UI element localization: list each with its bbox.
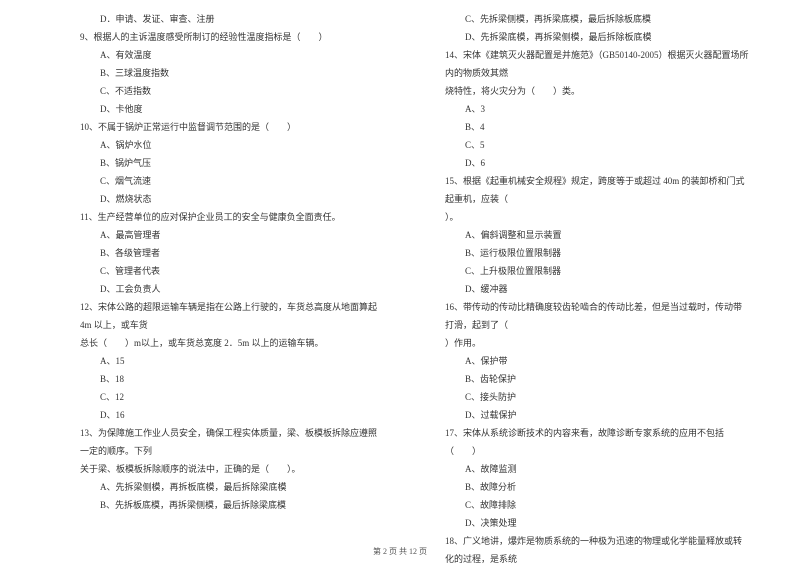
- q9-option-c: C、不适指数: [80, 82, 385, 100]
- q15-option-b: B、运行极限位置限制器: [445, 244, 750, 262]
- q8-option-d: D．申请、发证、审查、注册: [80, 10, 385, 28]
- q16-option-c: C、接头防护: [445, 388, 750, 406]
- q15-option-d: D、缓冲器: [445, 280, 750, 298]
- page-footer: 第 2 页 共 12 页: [0, 546, 800, 557]
- q12-text: 12、宋体公路的超限运输车辆是指在公路上行驶的，车货总高度从地面算起 4m 以上…: [80, 298, 385, 334]
- q12-option-a: A、15: [80, 352, 385, 370]
- q15-text: 15、根据《起重机械安全规程》规定，跨度等于或超过 40m 的装卸桥和门式起重机…: [445, 172, 750, 208]
- q13-option-b: B、先拆板底模，再拆梁侧模，最后拆除梁底模: [80, 496, 385, 514]
- q12-option-c: C、12: [80, 388, 385, 406]
- q11-option-a: A、最高管理者: [80, 226, 385, 244]
- q13-text: 13、为保障施工作业人员安全，确保工程实体质量，梁、板模板拆除应遵照一定的顺序。…: [80, 424, 385, 460]
- q13-option-c: C、先拆梁侧模，再拆梁底模，最后拆除板底模: [445, 10, 750, 28]
- q16-text: 16、带传动的传动比精确度较齿轮啮合的传动比差，但是当过载时，传动带打滑，起到了…: [445, 298, 750, 334]
- q15-option-a: A、偏斜调整和显示装置: [445, 226, 750, 244]
- q16-option-b: B、齿轮保护: [445, 370, 750, 388]
- q16-option-d: D、过载保护: [445, 406, 750, 424]
- q11-option-b: B、各级管理者: [80, 244, 385, 262]
- q9-option-a: A、有效温度: [80, 46, 385, 64]
- q12-option-b: B、18: [80, 370, 385, 388]
- q11-option-d: D、工会负责人: [80, 280, 385, 298]
- q14-option-a: A、3: [445, 100, 750, 118]
- q10-text: 10、不属于锅炉正常运行中监督调节范围的是（ ）: [80, 118, 385, 136]
- q15-option-c: C、上升极限位置限制器: [445, 262, 750, 280]
- q14-text-cont: 烧特性，将火灾分为（ ）类。: [445, 82, 750, 100]
- q17-option-a: A、故障监测: [445, 460, 750, 478]
- left-column: D．申请、发证、审查、注册 9、根据人的主诉温度感受所制订的经验性温度指标是（ …: [80, 10, 385, 535]
- q17-option-d: D、决策处理: [445, 514, 750, 532]
- q14-option-d: D、6: [445, 154, 750, 172]
- q14-option-c: C、5: [445, 136, 750, 154]
- q14-text: 14、宋体《建筑灭火器配置是并施范》（GB50140-2005）根据灭火器配置场…: [445, 46, 750, 82]
- q12-text-cont: 总长（ ）m以上，或车货总宽度 2．5m 以上的运输车辆。: [80, 334, 385, 352]
- q16-option-a: A、保护带: [445, 352, 750, 370]
- q11-text: 11、生产经营单位的应对保护企业员工的安全与健康负全面责任。: [80, 208, 385, 226]
- q13-option-a: A、先拆梁侧模，再拆板底模，最后拆除梁底模: [80, 478, 385, 496]
- q9-text: 9、根据人的主诉温度感受所制订的经验性温度指标是（ ）: [80, 28, 385, 46]
- q17-option-b: B、故障分析: [445, 478, 750, 496]
- q12-option-d: D、16: [80, 406, 385, 424]
- q17-option-c: C、故障排除: [445, 496, 750, 514]
- q15-text-cont: ）。: [445, 208, 750, 226]
- q9-option-d: D、卡他度: [80, 100, 385, 118]
- q13-text-cont: 关于梁、板模板拆除顺序的说法中，正确的是（ ）。: [80, 460, 385, 478]
- q16-text-cont: ）作用。: [445, 334, 750, 352]
- q9-option-b: B、三球温度指数: [80, 64, 385, 82]
- q10-option-a: A、锅炉水位: [80, 136, 385, 154]
- right-column: C、先拆梁侧模，再拆梁底模，最后拆除板底模 D、先拆梁底模，再拆梁侧模，最后拆除…: [445, 10, 750, 535]
- q10-option-c: C、烟气流速: [80, 172, 385, 190]
- q10-option-d: D、燃烧状态: [80, 190, 385, 208]
- q13-option-d: D、先拆梁底模，再拆梁侧模，最后拆除板底模: [445, 28, 750, 46]
- q11-option-c: C、管理者代表: [80, 262, 385, 280]
- q14-option-b: B、4: [445, 118, 750, 136]
- q10-option-b: B、锅炉气压: [80, 154, 385, 172]
- q17-text: 17、宋体从系统诊断技术的内容来看，故障诊断专家系统的应用不包括（ ）: [445, 424, 750, 460]
